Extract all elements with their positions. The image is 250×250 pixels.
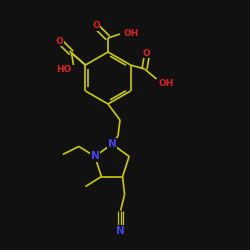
- Text: O: O: [56, 36, 63, 46]
- Text: O: O: [143, 48, 150, 58]
- Text: OH: OH: [124, 30, 140, 38]
- Text: N: N: [108, 139, 116, 149]
- Text: O: O: [92, 22, 100, 30]
- Text: N: N: [90, 152, 99, 162]
- Text: OH: OH: [158, 78, 174, 88]
- Text: HO: HO: [56, 64, 72, 74]
- Text: N: N: [116, 226, 125, 235]
